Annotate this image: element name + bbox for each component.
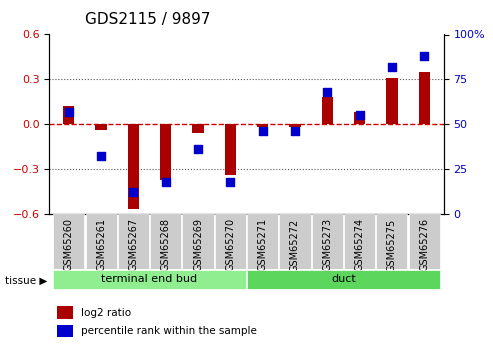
Bar [321,97,333,124]
FancyBboxPatch shape [53,214,84,269]
Bar [257,124,268,127]
Text: duct: duct [331,275,356,284]
Text: GSM65269: GSM65269 [193,218,203,271]
Point [194,147,202,152]
FancyBboxPatch shape [182,214,213,269]
FancyBboxPatch shape [409,214,440,269]
Bar [354,112,365,124]
FancyBboxPatch shape [118,214,149,269]
FancyBboxPatch shape [247,270,440,289]
Bar [225,124,236,175]
Text: percentile rank within the sample: percentile rank within the sample [81,326,257,336]
Bar [192,124,204,133]
Point [162,179,170,184]
FancyBboxPatch shape [53,270,246,289]
Text: tissue ▶: tissue ▶ [5,276,47,286]
Bar [160,124,172,179]
Bar [387,78,398,124]
Text: GSM65261: GSM65261 [96,218,106,271]
Point [421,53,428,59]
Point [291,129,299,134]
Text: GSM65274: GSM65274 [354,218,365,272]
Bar [57,325,73,337]
FancyBboxPatch shape [150,214,181,269]
Bar [63,106,74,124]
Point [388,64,396,70]
Bar [419,72,430,124]
Text: terminal end bud: terminal end bud [102,275,198,284]
FancyBboxPatch shape [215,214,246,269]
Bar [57,306,73,319]
FancyBboxPatch shape [247,214,278,269]
Text: GSM65260: GSM65260 [64,218,73,271]
Point [129,190,137,195]
Bar [128,124,139,209]
Text: GSM65275: GSM65275 [387,218,397,272]
Point [65,109,72,115]
Text: GSM65271: GSM65271 [258,218,268,272]
Text: GSM65270: GSM65270 [225,218,235,272]
Text: GSM65276: GSM65276 [420,218,429,272]
Point [356,112,364,118]
Point [323,89,331,95]
Text: GSM65267: GSM65267 [128,218,139,272]
FancyBboxPatch shape [344,214,375,269]
Text: GSM65268: GSM65268 [161,218,171,271]
FancyBboxPatch shape [312,214,343,269]
Text: GSM65273: GSM65273 [322,218,332,272]
Text: log2 ratio: log2 ratio [81,308,131,317]
FancyBboxPatch shape [377,214,408,269]
FancyBboxPatch shape [85,214,116,269]
Point [226,179,234,184]
Text: GDS2115 / 9897: GDS2115 / 9897 [85,12,211,27]
Bar [289,124,301,127]
Text: GSM65272: GSM65272 [290,218,300,272]
Bar [95,124,106,130]
FancyBboxPatch shape [280,214,311,269]
Point [97,154,105,159]
Point [259,129,267,134]
